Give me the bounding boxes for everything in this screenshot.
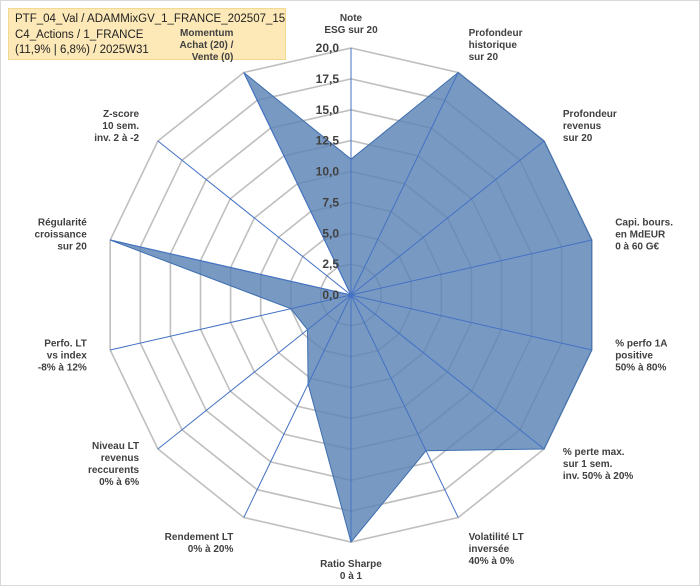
axis-label-line: % perfo 1A (615, 338, 667, 349)
title-line-2: C4_Actions / 1_FRANCE (15, 28, 144, 41)
axis-label-line: Capi. bours. (615, 218, 673, 229)
axis-label-line: sur 1 sem. (563, 459, 613, 470)
spoke-6 (350, 294, 545, 450)
axis-label-line: croissance (35, 230, 88, 241)
axis-label-line: revenus (101, 453, 140, 464)
tick-label-3: 7,5 (322, 195, 339, 209)
spoke-7 (350, 294, 459, 518)
axis-label-line: % perte max. (563, 447, 625, 458)
tick-label-0: 0,0 (322, 288, 339, 302)
axis-label-line: Achat (20) / (179, 40, 233, 51)
axis-label-line: sur 20 (57, 242, 87, 253)
axis-label-line: Vente (0) (192, 52, 234, 63)
spoke-3 (350, 140, 545, 296)
axis-label-line: Profondeur (563, 109, 617, 120)
axis-label-line: 0 à 1 (340, 571, 363, 582)
axis-label-line: reccurents (88, 465, 140, 476)
axis-label-line: Ratio Sharpe (320, 559, 382, 570)
axis-label-line: 50% à 80% (615, 362, 666, 373)
tick-label-8: 20,0 (316, 41, 340, 55)
axis-label-line: ESG sur 20 (324, 25, 378, 36)
chart-title-box: PTF_04_Val / ADAMMixGV_1_FRANCE_202507_1… (8, 8, 286, 60)
axis-label-line: historique (469, 40, 518, 51)
axis-label-line: 10 sem. (102, 121, 139, 132)
spoke-12 (110, 239, 352, 296)
axis-label-line: Volatilité LT (469, 532, 524, 543)
axis-label-line: inv. 50% à 20% (563, 471, 634, 482)
tick-label-1: 2,5 (322, 257, 339, 271)
axis-label-line: -8% à 12% (38, 362, 87, 373)
axis-label-line: Note (340, 13, 363, 24)
tick-label-2: 5,0 (322, 226, 339, 240)
axis-label-line: revenus (563, 121, 602, 132)
axis-label-9: Rendement LT0% à 20% (165, 532, 234, 555)
spoke-14 (243, 72, 352, 296)
tick-label-4: 10,0 (316, 165, 340, 179)
axis-label-line: Momentum (180, 28, 233, 39)
axis-label-line: Régularité (38, 218, 87, 229)
axis-label-line: vs index (47, 350, 87, 361)
axis-label-line: 0% à 20% (188, 544, 234, 555)
axis-label-line: Perfo. LT (44, 338, 87, 349)
axis-label-line: sur 20 (469, 52, 499, 63)
title-line-3: (11,9% | 6,8%) / 2025W31 (15, 44, 149, 56)
axis-label-line: 0 à 60 G€ (615, 242, 659, 253)
axis-label-line: positive (615, 350, 653, 361)
title-line-1: PTF_04_Val / ADAMMixGV_1_FRANCE_202507_1… (15, 13, 286, 25)
tick-label-7: 17,5 (316, 72, 340, 86)
axis-label-line: 40% à 0% (469, 556, 515, 567)
axis-label-line: inversée (469, 544, 510, 555)
tick-label-6: 15,0 (316, 103, 340, 117)
spoke-13 (157, 140, 352, 296)
axis-label-line: 0% à 6% (99, 477, 139, 488)
spoke-4 (350, 239, 592, 296)
axis-label-line: sur 20 (563, 133, 593, 144)
axis-label-line: Niveau LT (92, 441, 139, 452)
axis-label-line: Rendement LT (165, 532, 234, 543)
spoke-2 (350, 72, 459, 296)
spoke-9 (243, 294, 352, 518)
spoke-11 (110, 294, 352, 351)
spoke-10 (157, 294, 352, 450)
axis-label-line: Profondeur (469, 28, 523, 39)
tick-label-5: 12,5 (316, 134, 340, 148)
axis-label-line: Z-score (103, 109, 140, 120)
axis-label-line: inv. 2 à -2 (94, 133, 139, 144)
axis-label-line: en MdEUR (615, 230, 666, 241)
axis-label-6: % perte max.sur 1 sem.inv. 50% à 20% (563, 447, 634, 482)
spoke-5 (350, 294, 592, 351)
